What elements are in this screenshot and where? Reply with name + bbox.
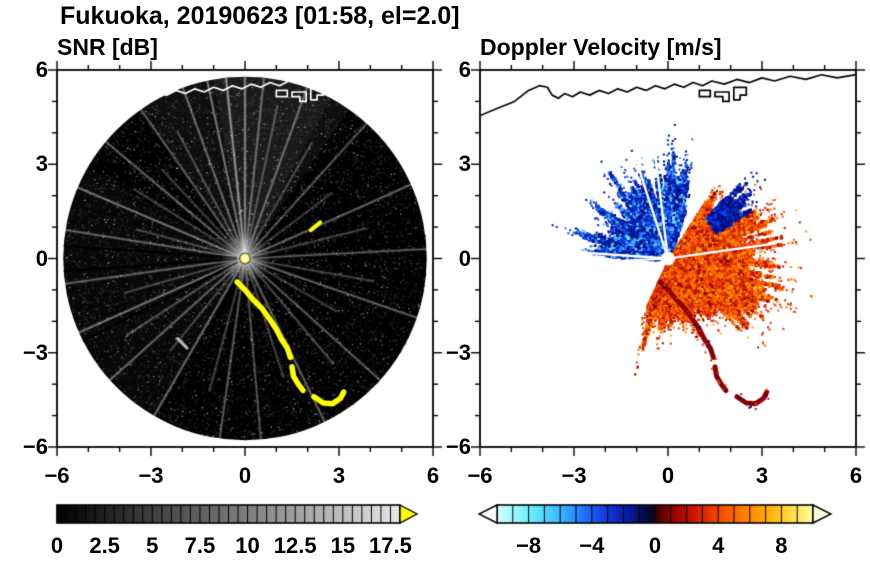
x-tick-label: 0 [238,463,252,488]
y-tick-label: 6 [458,57,471,82]
colorbar-tick-label: 7.5 [184,533,216,558]
colorbar-tick-label: −4 [579,533,605,558]
doppler-panel-title: Doppler Velocity [m/s] [480,34,722,60]
colorbar-tick-label: 4 [712,533,725,558]
x-tick-label: 6 [849,463,863,488]
y-tick-label: 0 [458,245,471,271]
colorbar-tick-label: 17.5 [369,533,412,558]
x-tick-label: 6 [426,463,440,488]
colorbar-tick-label: −8 [516,533,542,558]
colorbar-tick-label: 15 [330,533,356,558]
colorbar-tick-label: 8 [775,533,788,558]
x-tick-label: −3 [561,463,587,488]
x-tick-label: −3 [138,463,164,488]
colorbar-tick-label: 5 [146,533,159,558]
y-tick-label: 0 [35,245,48,271]
colorbar-tick-label: 0 [50,533,64,558]
x-tick-label: 0 [661,463,675,488]
y-tick-label: −6 [445,434,471,459]
colorbar-tick-label: 12.5 [273,533,317,558]
x-tick-label: 3 [755,463,769,488]
x-tick-label: −6 [44,463,70,488]
y-tick-label: 3 [458,151,471,177]
x-tick-label: 3 [332,463,346,488]
colorbar-tick-label: 2.5 [89,533,120,558]
figure-title: Fukuoka, 20190623 [01:58, el=2.0] [60,2,460,30]
y-tick-label: −6 [22,434,48,459]
y-tick-label: 3 [35,151,48,177]
colorbar-tick-label: 0 [648,533,662,558]
y-tick-label: −3 [22,339,48,365]
y-tick-label: −3 [445,339,471,365]
colorbar-tick-label: 10 [235,533,260,558]
x-tick-label: −6 [467,463,493,488]
snr-panel-title: SNR [dB] [57,34,158,60]
y-tick-label: 6 [35,57,48,82]
